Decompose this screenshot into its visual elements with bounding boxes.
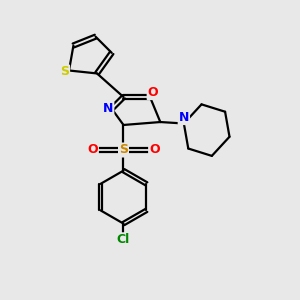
Text: O: O xyxy=(149,143,160,157)
Text: O: O xyxy=(87,143,98,157)
Text: S: S xyxy=(60,65,69,79)
Text: O: O xyxy=(148,86,158,99)
Text: N: N xyxy=(103,102,113,115)
Text: Cl: Cl xyxy=(117,233,130,246)
Text: N: N xyxy=(179,111,189,124)
Text: S: S xyxy=(119,143,128,157)
